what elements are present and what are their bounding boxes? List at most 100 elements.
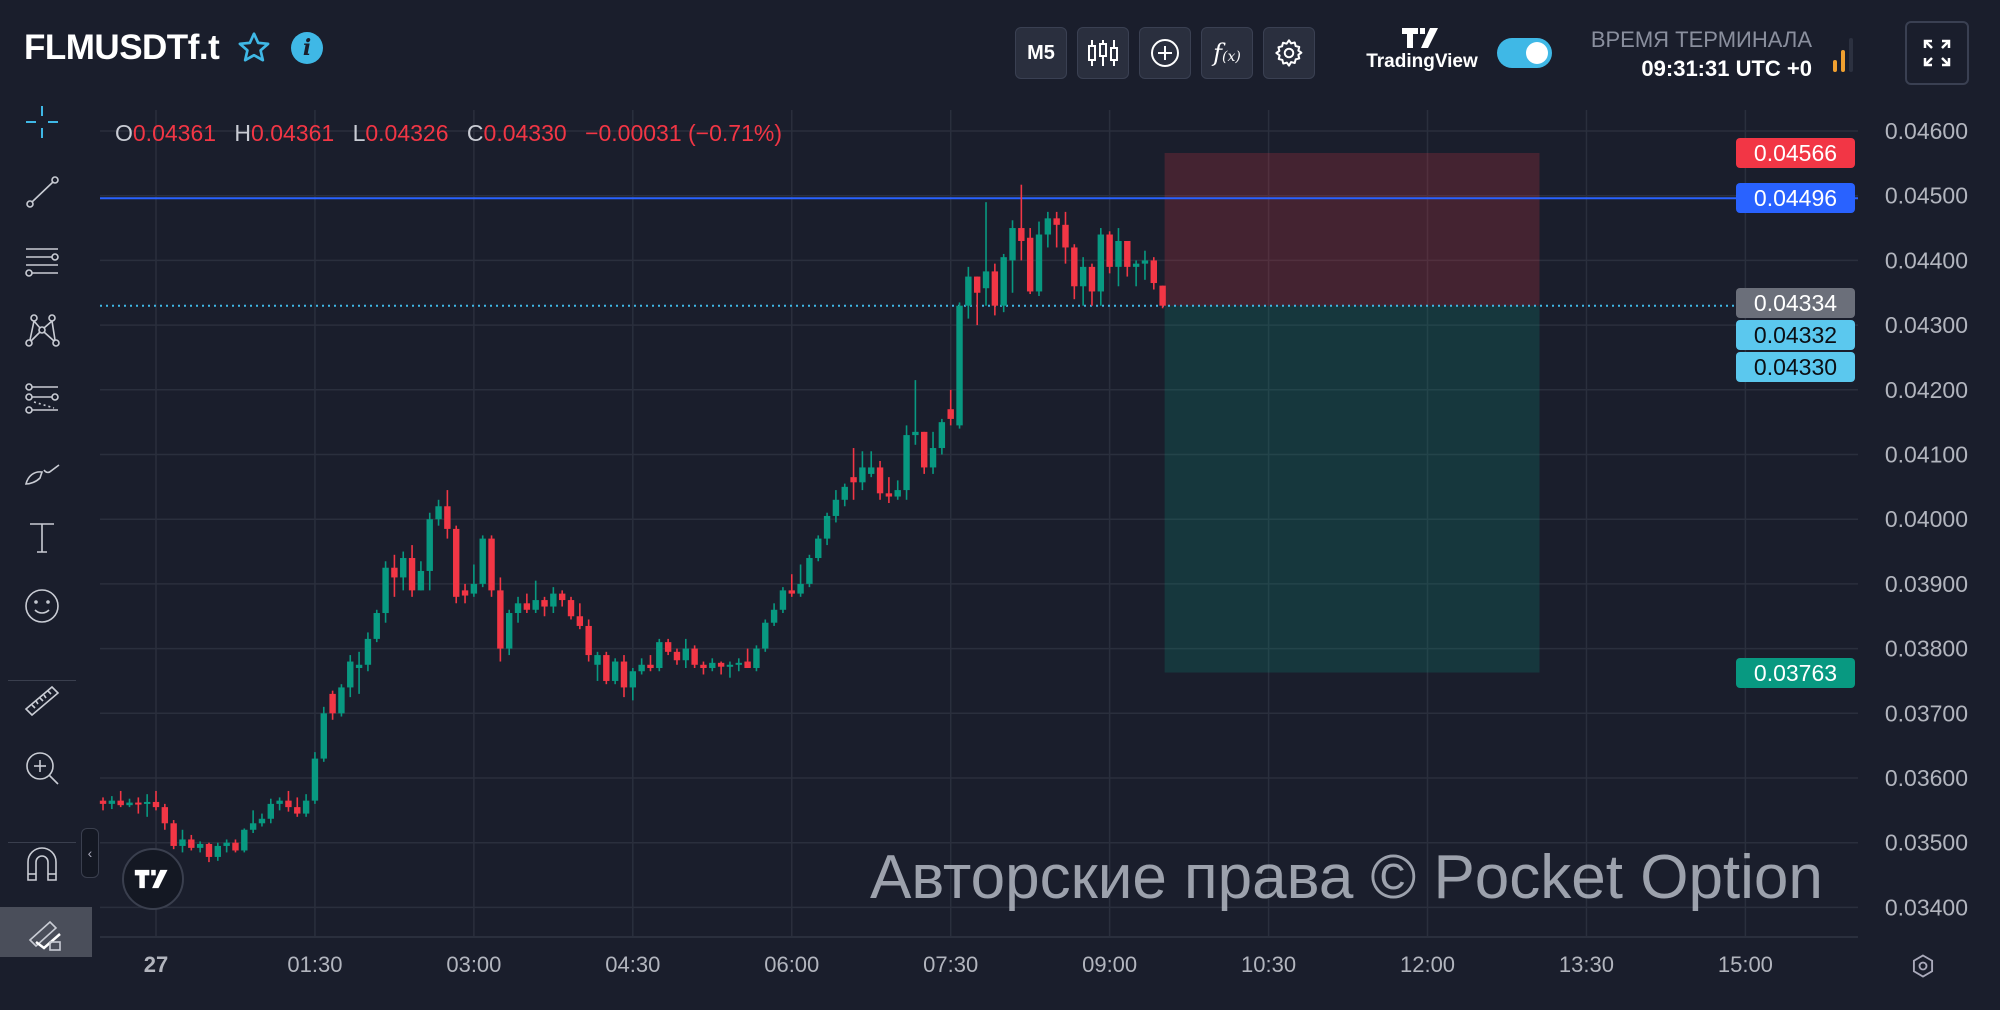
tradingview-circle-logo[interactable] [122, 848, 184, 910]
brush-tool[interactable] [14, 445, 70, 495]
candle-body [982, 271, 990, 289]
parallel-channel-icon [25, 248, 59, 277]
candle-body [320, 713, 327, 759]
info-icon[interactable]: i [291, 32, 323, 64]
candle-body [1053, 218, 1060, 225]
candle-body [1124, 240, 1131, 267]
favorite-star-icon[interactable] [236, 30, 272, 66]
candle-body [435, 506, 442, 520]
parallel-channel-tool[interactable] [14, 236, 70, 286]
candle-body [302, 800, 310, 814]
candle-body [461, 590, 469, 596]
candle-body [558, 593, 566, 601]
price-axis-label: 0.04300 [1885, 312, 1968, 338]
fullscreen-button[interactable] [1905, 21, 1969, 85]
zoom-in-icon [26, 752, 59, 785]
symbol-title: FLMUSDTf.t [24, 28, 220, 67]
candle-body [1106, 234, 1113, 267]
lock-drawings-icon [28, 920, 61, 951]
axis-settings-gear-icon[interactable] [1909, 952, 1937, 980]
candle-body [338, 687, 345, 714]
candle-body [797, 583, 804, 594]
candle-body [391, 567, 398, 578]
collapse-toolbar-button[interactable]: ‹ [81, 828, 99, 878]
timeframe-button[interactable]: M5 [1015, 27, 1067, 79]
candle-body [1115, 240, 1122, 267]
candle-body [108, 800, 116, 804]
magnet-icon [27, 847, 57, 881]
time-axis-label: 10:30 [1241, 952, 1296, 977]
lock-drawings-tool[interactable] [0, 907, 92, 957]
candle-body [276, 800, 283, 804]
candle-body [117, 800, 124, 806]
candle-body [408, 558, 416, 591]
candle-body [506, 613, 513, 649]
candle-body [1079, 266, 1087, 287]
crosshair-tool[interactable] [14, 97, 70, 147]
terminal-time-label: ВРЕМЯ ТЕРМИНАЛА [1590, 27, 1812, 52]
terminal-time: 09:31:31 UTC +0 [1641, 56, 1812, 81]
low-label: L [352, 120, 366, 146]
text-tool[interactable] [14, 513, 70, 563]
candle-body [638, 664, 645, 672]
candle-body [99, 800, 107, 804]
candle-body [656, 642, 663, 669]
ohlc-legend: O0.04361 H0.04361 L0.04326 C0.04330 −0.0… [115, 120, 794, 147]
candle-body [850, 477, 857, 483]
ruler-icon [24, 685, 60, 717]
candle-body [806, 558, 813, 584]
zoom-in-tool[interactable] [14, 743, 70, 793]
price-axis-label: 0.03900 [1885, 571, 1968, 597]
candle-body [232, 842, 239, 851]
candle-body [717, 662, 725, 667]
price-axis-label: 0.03400 [1885, 894, 1968, 920]
candle-body [912, 431, 919, 436]
candle-body [1097, 234, 1105, 292]
price-badge: 0.04496 [1736, 183, 1855, 214]
price-axis-label: 0.04500 [1885, 183, 1968, 209]
price-badge: 0.03763 [1736, 657, 1855, 688]
ruler-tool[interactable] [14, 674, 70, 724]
price-axis-label: 0.04200 [1885, 377, 1968, 403]
candle-body [1071, 247, 1078, 287]
candle-body [249, 823, 257, 830]
candle-body [188, 839, 195, 848]
pattern-tool[interactable] [14, 305, 70, 355]
candle-body [735, 662, 742, 665]
candle-body [921, 431, 928, 468]
add-button[interactable] [1139, 27, 1191, 79]
toolbar-divider [8, 680, 76, 681]
candle-body [214, 845, 222, 857]
candle-body [285, 800, 292, 808]
text-icon [30, 523, 54, 553]
candle-body [603, 655, 610, 681]
tradingview-toggle[interactable] [1497, 38, 1552, 68]
candle-body [576, 616, 584, 626]
time-axis-label: 01:30 [287, 952, 342, 977]
candle-body [267, 803, 274, 819]
close-label: C [466, 120, 484, 146]
candle-body [611, 661, 619, 681]
candle-body [488, 538, 495, 591]
candle-body [1150, 260, 1157, 284]
indicators-button[interactable]: f(x) [1201, 27, 1253, 79]
candle-body [258, 818, 266, 824]
candle-body [956, 305, 963, 426]
time-axis-label: 15:00 [1718, 952, 1773, 977]
candle-body [1159, 285, 1166, 306]
function-icon: f(x) [1213, 39, 1241, 67]
chart-type-button[interactable] [1077, 27, 1129, 79]
magnet-tool[interactable] [14, 839, 70, 889]
price-axis-label: 0.03800 [1885, 636, 1968, 662]
trend-line-tool[interactable] [14, 167, 70, 217]
candle-body [744, 661, 751, 669]
fib-tool[interactable] [14, 375, 70, 425]
timeframe-label: M5 [1027, 41, 1055, 64]
candle-body [514, 603, 522, 614]
price-axis-label: 0.03600 [1885, 765, 1968, 791]
settings-button[interactable] [1263, 27, 1315, 79]
candle-body [885, 493, 893, 497]
emoji-tool[interactable] [14, 581, 70, 631]
plus-circle-icon [1151, 39, 1179, 67]
